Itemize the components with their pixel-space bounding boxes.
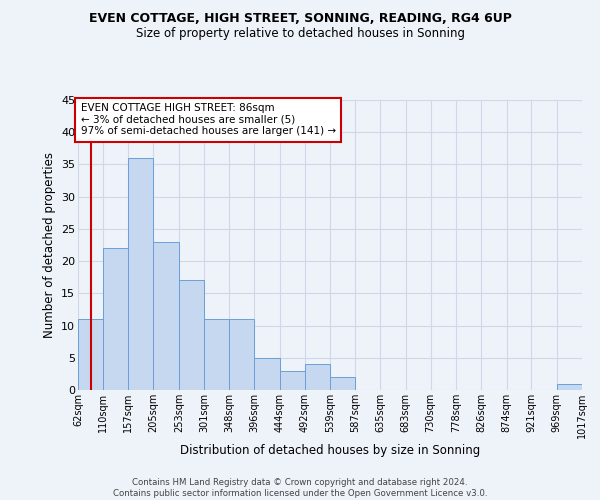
Bar bbox=[78, 319, 103, 390]
Bar bbox=[330, 377, 355, 390]
Y-axis label: Number of detached properties: Number of detached properties bbox=[43, 152, 56, 338]
Bar bbox=[154, 242, 179, 390]
Bar bbox=[179, 280, 204, 390]
Bar bbox=[103, 248, 128, 390]
Bar bbox=[280, 370, 305, 390]
Bar bbox=[305, 364, 330, 390]
Text: EVEN COTTAGE, HIGH STREET, SONNING, READING, RG4 6UP: EVEN COTTAGE, HIGH STREET, SONNING, READ… bbox=[89, 12, 511, 26]
Bar bbox=[204, 319, 229, 390]
X-axis label: Distribution of detached houses by size in Sonning: Distribution of detached houses by size … bbox=[180, 444, 480, 456]
Bar bbox=[128, 158, 154, 390]
Bar bbox=[557, 384, 582, 390]
Bar bbox=[229, 319, 254, 390]
Text: EVEN COTTAGE HIGH STREET: 86sqm
← 3% of detached houses are smaller (5)
97% of s: EVEN COTTAGE HIGH STREET: 86sqm ← 3% of … bbox=[80, 103, 336, 136]
Bar bbox=[254, 358, 280, 390]
Text: Contains HM Land Registry data © Crown copyright and database right 2024.
Contai: Contains HM Land Registry data © Crown c… bbox=[113, 478, 487, 498]
Text: Size of property relative to detached houses in Sonning: Size of property relative to detached ho… bbox=[136, 28, 464, 40]
